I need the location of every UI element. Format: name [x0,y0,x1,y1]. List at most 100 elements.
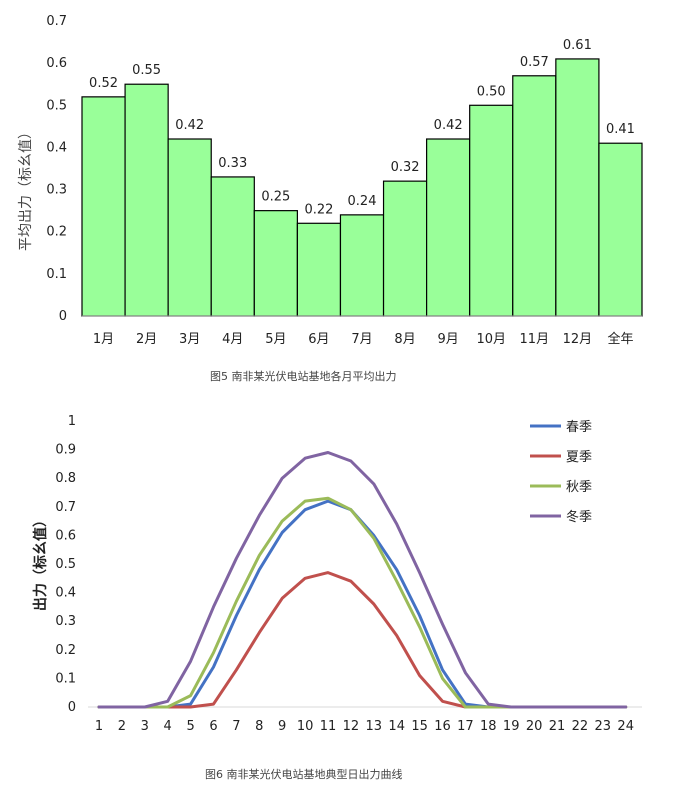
x-tick-label: 6月 [308,332,329,347]
y-tick-label: 0.4 [55,586,76,601]
x-axis-ticks: 1月 2月 3月 4月 5月 6月 7月 8月 9月 10月 11月 12月 全年 [93,331,634,347]
x-tick-label: 12 [343,719,360,734]
x-tick-label: 8月 [394,332,415,347]
series-line-冬季 [97,451,628,709]
bar-4月 [210,176,255,317]
y-tick-label: 0.3 [46,183,67,198]
bars [81,58,643,317]
x-tick-label: 19 [503,719,520,734]
y-tick-label: 1 [68,414,76,429]
x-axis-ticks: 1 2 3 4 5 6 7 8 9 10 11 12 13 14 15 16 17 18 19 20 21 22 23 24 [95,719,634,734]
x-tick-label: 20 [526,719,543,734]
bar-全年 [598,142,643,317]
data-label: 0.33 [218,156,247,171]
bar-3月 [167,138,212,317]
data-label: 0.61 [563,38,592,53]
data-label: 0.57 [520,55,549,70]
x-tick-label: 22 [572,719,589,734]
y-tick-label: 0.7 [46,14,67,29]
y-axis-ticks: 0 0.1 0.2 0.3 0.4 0.5 0.6 0.7 0.8 0.9 1 [55,414,76,715]
x-tick-label: 1月 [93,332,114,347]
y-tick-label: 0.8 [55,471,76,486]
x-tick-label: 2月 [136,332,157,347]
y-tick-label: 0.5 [46,98,67,113]
x-tick-label: 16 [434,719,451,734]
bar-5月 [253,210,298,317]
y-axis-title: 平均出力（标幺值） [18,125,34,251]
bar-1月 [81,96,126,317]
y-tick-label: 0.4 [46,140,67,155]
y-tick-label: 0.2 [55,643,76,658]
series-line-秋季 [97,496,628,709]
bar-9月 [426,138,471,317]
y-tick-label: 0.6 [46,56,67,71]
bar-12月 [555,58,600,317]
x-tick-label: 6 [209,719,217,734]
data-label: 0.42 [175,118,204,133]
bar-8月 [382,180,428,317]
x-tick-label: 3 [141,719,149,734]
series-line-春季 [97,499,628,709]
legend-label: 冬季 [566,509,592,525]
legend-label: 夏季 [566,450,592,465]
x-tick-label: 10月 [476,332,506,347]
data-label: 0.22 [304,202,333,217]
series-line-夏季 [97,571,628,709]
x-tick-label: 15 [411,719,428,734]
y-tick-label: 0.7 [55,500,76,515]
y-tick-label: 0.5 [55,557,76,572]
bar-7月 [339,214,385,317]
x-tick-label: 12月 [563,332,593,347]
data-labels: 0.52 0.55 0.42 0.33 0.25 0.22 0.24 0.32 0.42 0.50… [89,38,635,217]
x-tick-label: 5 [186,719,194,734]
data-label: 0.32 [391,160,420,175]
y-tick-label: 0.3 [55,614,76,629]
chart-caption: 图5 南非某光伏电站基地各月平均出力 [210,369,397,383]
data-label: 0.41 [606,122,635,137]
data-label: 0.55 [132,63,161,78]
x-tick-label: 21 [549,719,566,734]
bar-11月 [512,75,557,317]
x-tick-label: 24 [617,719,634,734]
y-tick-label: 0.6 [55,528,76,543]
x-tick-label: 9 [278,719,286,734]
x-tick-label: 17 [457,719,474,734]
legend-label: 春季 [566,420,592,435]
data-label: 0.52 [89,76,118,91]
data-label: 0.24 [348,194,377,209]
y-axis-ticks: 0 0.1 0.2 0.3 0.4 0.5 0.6 0.7 [46,14,67,324]
x-tick-label: 18 [480,719,497,734]
bar-2月 [124,83,169,317]
x-tick-label: 11月 [520,332,550,347]
x-tick-label: 2 [118,719,126,734]
x-tick-label: 13 [366,719,383,734]
x-tick-label: 8 [255,719,263,734]
x-tick-label: 7 [232,719,240,734]
monthly-average-output-chart: 0 0.1 0.2 0.3 0.4 0.5 0.6 0.7 0.52 0.55 0.42 0.33 0… [18,14,643,383]
bar-6月 [296,222,342,317]
x-tick-label: 9月 [438,332,459,347]
legend-label: 秋季 [566,480,592,495]
x-tick-label: 4月 [222,332,243,347]
y-tick-label: 0.1 [55,671,76,686]
y-tick-label: 0 [59,309,67,324]
data-label: 0.25 [261,190,290,205]
y-tick-label: 0.9 [55,443,76,458]
x-tick-label: 1 [95,719,103,734]
x-tick-label: 3月 [179,332,200,347]
y-tick-label: 0.1 [46,267,67,282]
bar-10月 [469,104,514,317]
y-tick-label: 0 [68,700,76,715]
x-tick-label: 10 [297,719,314,734]
x-tick-label: 7月 [351,332,372,347]
chart-caption: 图6 南非某光伏电站基地典型日出力曲线 [205,767,403,781]
x-tick-label: 全年 [607,331,633,347]
x-tick-label: 14 [388,719,405,734]
data-label: 0.50 [477,84,506,99]
series-lines [97,451,628,709]
x-tick-label: 11 [320,719,337,734]
y-axis-title: 出力（标幺值） [32,513,49,611]
y-tick-label: 0.2 [46,225,67,240]
